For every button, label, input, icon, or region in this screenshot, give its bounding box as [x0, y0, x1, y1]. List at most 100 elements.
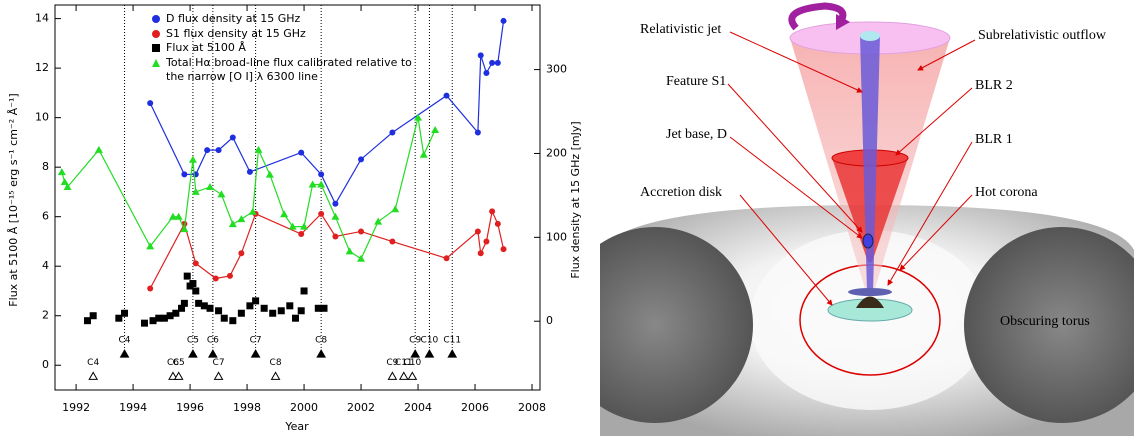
x-tick-label: 1994 [119, 401, 147, 414]
ejection-marker [398, 371, 409, 380]
point [220, 314, 228, 322]
point [297, 307, 305, 315]
point [489, 208, 496, 215]
point [89, 312, 97, 320]
point [277, 307, 285, 315]
point [489, 59, 496, 66]
ejection-label: C11 [443, 336, 461, 346]
point [443, 92, 450, 99]
label: Hot corona [975, 185, 1038, 200]
y2-tick-label: 0 [546, 314, 553, 327]
ejection-marker [447, 349, 458, 358]
point [345, 247, 354, 255]
x-tick-label: 2002 [347, 401, 375, 414]
point [238, 250, 245, 257]
point [260, 304, 268, 312]
jet-base [862, 233, 874, 249]
y2-tick-label: 100 [546, 230, 567, 243]
point [300, 222, 309, 230]
y-tick-label: 12 [35, 61, 49, 74]
point [206, 182, 215, 190]
point [188, 155, 197, 163]
point [191, 187, 200, 195]
point [147, 100, 154, 107]
y-axis-label: Flux at 5100 Å [10⁻¹⁵ erg s⁻¹ cm⁻² Å⁻¹] [7, 93, 20, 306]
ejection-label: C9 [409, 336, 421, 346]
point [229, 317, 237, 325]
legend-label: S1 flux density at 15 GHz [166, 26, 306, 40]
corona-ring [848, 288, 892, 296]
ejection-marker [173, 371, 184, 380]
ejection-label: C6 [167, 358, 179, 368]
point [477, 250, 484, 257]
ejection-marker [270, 371, 281, 380]
ejection-label: C7 [213, 358, 225, 368]
point [217, 190, 226, 198]
point [146, 242, 155, 250]
point [215, 307, 223, 315]
point [166, 312, 174, 320]
ejection-marker [424, 349, 435, 358]
point [320, 304, 328, 312]
point [389, 238, 396, 245]
point [298, 149, 305, 156]
point [121, 309, 129, 317]
point [248, 207, 257, 215]
point [288, 222, 297, 230]
ejection-label: C8 [315, 336, 327, 346]
point [237, 309, 245, 317]
legend-marker [152, 15, 160, 23]
x-tick-label: 2000 [290, 401, 318, 414]
label: Feature S1 [666, 74, 726, 89]
point [192, 260, 199, 267]
ejection-label: C10 [403, 358, 421, 368]
point [374, 217, 383, 225]
point [358, 228, 365, 235]
point [63, 182, 72, 190]
point [483, 238, 490, 245]
label: Obscuring torus [1000, 314, 1090, 329]
point [254, 145, 263, 153]
point [140, 319, 148, 327]
point [204, 147, 211, 154]
point [200, 302, 208, 310]
point [419, 150, 428, 158]
chart: Year Flux at 5100 Å [10⁻¹⁵ erg s⁻¹ cm⁻² … [7, 4, 582, 433]
ejection-label: C4 [119, 336, 131, 346]
legend-item: Flux at 5100 Å [152, 41, 432, 56]
point [155, 314, 163, 322]
point [292, 314, 300, 322]
point [181, 171, 188, 178]
label: Accretion disk [640, 185, 722, 200]
diagram: Relativistic jet Subrelativistic outflow… [600, 2, 1134, 436]
point [474, 129, 481, 136]
series-line [61, 117, 436, 260]
point [474, 228, 481, 235]
label: Jet base, D [666, 127, 727, 142]
ejection-marker [119, 349, 130, 358]
point [414, 113, 423, 121]
point [318, 210, 325, 217]
point [483, 69, 490, 76]
legend-item: Total Hα broad-line flux calibrated rela… [152, 56, 432, 85]
point [94, 145, 103, 153]
x-axis-label: Year [284, 420, 309, 433]
point [180, 299, 188, 307]
point [57, 168, 66, 176]
point [280, 210, 289, 218]
y2-tick-label: 200 [546, 146, 567, 159]
point [391, 205, 400, 213]
point [265, 170, 274, 178]
point [178, 304, 186, 312]
point [431, 126, 440, 134]
ejection-label: C8 [270, 358, 282, 368]
point [174, 212, 183, 220]
point [237, 215, 246, 223]
ejection-marker [208, 349, 218, 358]
ejection-marker [250, 349, 261, 358]
point [358, 156, 365, 163]
point [500, 246, 507, 253]
ejection-label: C10 [421, 336, 439, 346]
point [168, 212, 177, 220]
point [60, 178, 69, 186]
